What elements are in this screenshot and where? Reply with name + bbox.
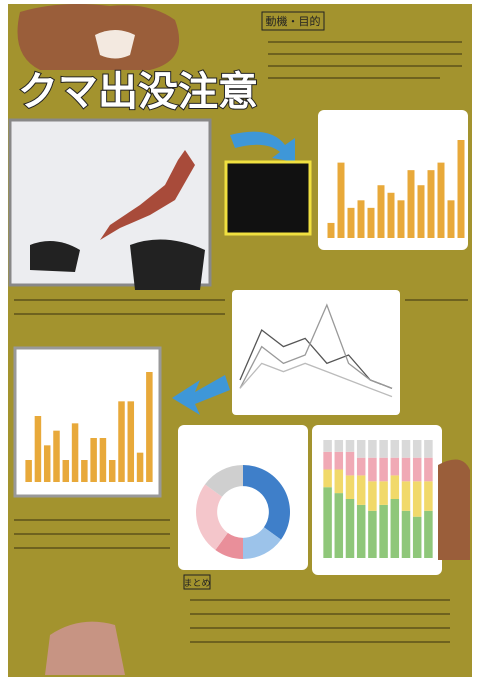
bar (348, 208, 355, 238)
bar (72, 423, 79, 482)
stacked-segment (346, 475, 355, 499)
bar (109, 460, 116, 482)
stacked-segment (335, 470, 344, 494)
motive-heading: 動機・目的 (266, 14, 321, 28)
stacked-segment (335, 493, 344, 558)
bar (137, 453, 144, 482)
stacked-segment (424, 458, 433, 482)
stacked-segment (357, 440, 366, 458)
bar (428, 170, 435, 238)
stacked-segment (368, 458, 377, 482)
bar (44, 445, 51, 482)
stacked-segment (357, 505, 366, 558)
stacked-segment (368, 481, 377, 511)
stacked-segment (346, 499, 355, 558)
poster: クマ出没注意 動機・目的 まとめ (0, 0, 480, 681)
stacked-segment (413, 458, 422, 482)
bar (458, 140, 465, 238)
stacked-segment (335, 452, 344, 470)
stacked-segment (379, 481, 388, 505)
stacked-segment (402, 440, 411, 458)
bar (328, 223, 335, 238)
bar (448, 200, 455, 238)
bar (146, 372, 153, 482)
stacked-segment (379, 440, 388, 458)
bar (100, 438, 107, 482)
stacked-segment (413, 440, 422, 458)
bar (408, 170, 415, 238)
bar (338, 163, 345, 238)
stacked-segment (402, 481, 411, 511)
stacked-segment (379, 458, 388, 482)
stacked-segment (391, 440, 400, 458)
stacked-segment (391, 458, 400, 476)
stacked-segment (391, 475, 400, 499)
stacked-segment (335, 440, 344, 452)
stacked-segment (424, 481, 433, 511)
bear-side (438, 460, 470, 560)
stacked-segment (346, 440, 355, 452)
bar (378, 185, 385, 238)
note-box (226, 162, 310, 234)
bar (35, 416, 42, 482)
stacked-segment (323, 440, 332, 452)
bear-mouth (95, 30, 135, 59)
stacked-segment (357, 458, 366, 476)
bar (81, 460, 88, 482)
bar (25, 460, 32, 482)
stacked-segment (391, 499, 400, 558)
stacked-segment (424, 511, 433, 558)
stacked-segment (323, 487, 332, 558)
bar (398, 200, 405, 238)
stacked-segment (357, 475, 366, 505)
stacked-segment (323, 452, 332, 470)
stacked-segment (413, 481, 422, 516)
summary-heading: まとめ (183, 578, 210, 589)
bar (418, 185, 425, 238)
bar (118, 401, 125, 482)
stacked-segment (346, 452, 355, 476)
stacked-segment (413, 517, 422, 558)
bar (358, 200, 365, 238)
bar (53, 431, 60, 482)
chart-panel (232, 290, 400, 415)
stacked-segment (368, 440, 377, 458)
poster-title: クマ出没注意 (18, 69, 258, 115)
stacked-segment (379, 505, 388, 558)
stacked-segment (424, 440, 433, 458)
bar (388, 193, 395, 238)
stacked-segment (323, 470, 332, 488)
bar (63, 460, 70, 482)
stacked-segment (402, 458, 411, 482)
stacked-segment (402, 511, 411, 558)
bar (438, 163, 445, 238)
stacked-segment (368, 511, 377, 558)
bear-silhouette (130, 240, 205, 290)
bar (128, 401, 134, 482)
bar (368, 208, 375, 238)
bar (90, 438, 97, 482)
